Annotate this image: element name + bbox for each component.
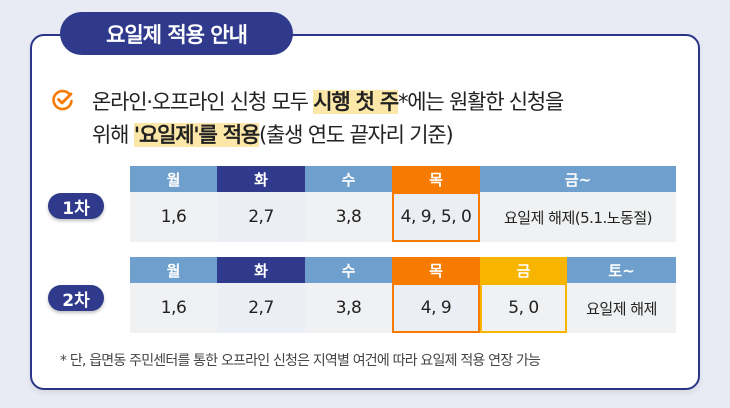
header-cell: 월 [130, 257, 217, 283]
value-cell: 3,8 [305, 283, 392, 333]
value-cell: 요일제 해제(5.1.노동절) [480, 192, 676, 242]
round-2-table: 월 화 수 목 금 토~ 1,6 2,7 3,8 4, 9 5, 0 요일제 해… [130, 257, 676, 333]
text: (출생 연도 끝자리 기준) [259, 123, 454, 147]
round-1-table: 월 화 수 목 금~ 1,6 2,7 3,8 4, 9, 5, 0 요일제 해제… [130, 166, 676, 242]
value-cell: 3,8 [305, 192, 392, 242]
value-cell: 1,6 [130, 192, 217, 242]
header-cell: 월 [130, 166, 217, 192]
header-cell: 수 [305, 257, 392, 283]
header-cell: 목 [392, 166, 480, 192]
header-cell: 화 [217, 257, 305, 283]
notice-line-1: 온라인·오프라인 신청 모두 시행 첫 주*에는 원활한 신청을 [92, 86, 564, 116]
text: 위해 [92, 123, 134, 147]
header-cell: 화 [217, 166, 305, 192]
value-cell: 2,7 [217, 192, 305, 242]
value-cell: 1,6 [130, 283, 217, 333]
header-cell: 토~ [567, 257, 676, 283]
header-cell: 목 [392, 257, 480, 283]
value-cell: 4, 9 [392, 283, 480, 333]
highlight-text: '요일제'를 적용 [133, 123, 260, 147]
title-pill: 요일제 적용 안내 [60, 12, 293, 55]
header-cell: 수 [305, 166, 392, 192]
check-circle-icon [52, 89, 73, 111]
footnote: * 단, 읍면동 주민센터를 통한 오프라인 신청은 지역별 여건에 따라 요일… [60, 353, 541, 369]
text: 온라인·오프라인 신청 모두 [92, 90, 314, 114]
highlight-text: 시행 첫 주 [313, 90, 399, 114]
text: *에는 원활한 신청을 [397, 90, 564, 114]
header-cell: 금 [480, 257, 567, 283]
value-cell: 4, 9, 5, 0 [392, 192, 480, 242]
round-2-badge: 2차 [48, 285, 104, 311]
notice-line-2: 위해 '요일제'를 적용(출생 연도 끝자리 기준) [92, 119, 454, 149]
value-cell: 요일제 해제 [567, 283, 676, 333]
value-cell: 2,7 [217, 283, 305, 333]
value-cell: 5, 0 [480, 283, 567, 333]
header-cell: 금~ [480, 166, 676, 192]
round-1-badge: 1차 [48, 193, 104, 219]
